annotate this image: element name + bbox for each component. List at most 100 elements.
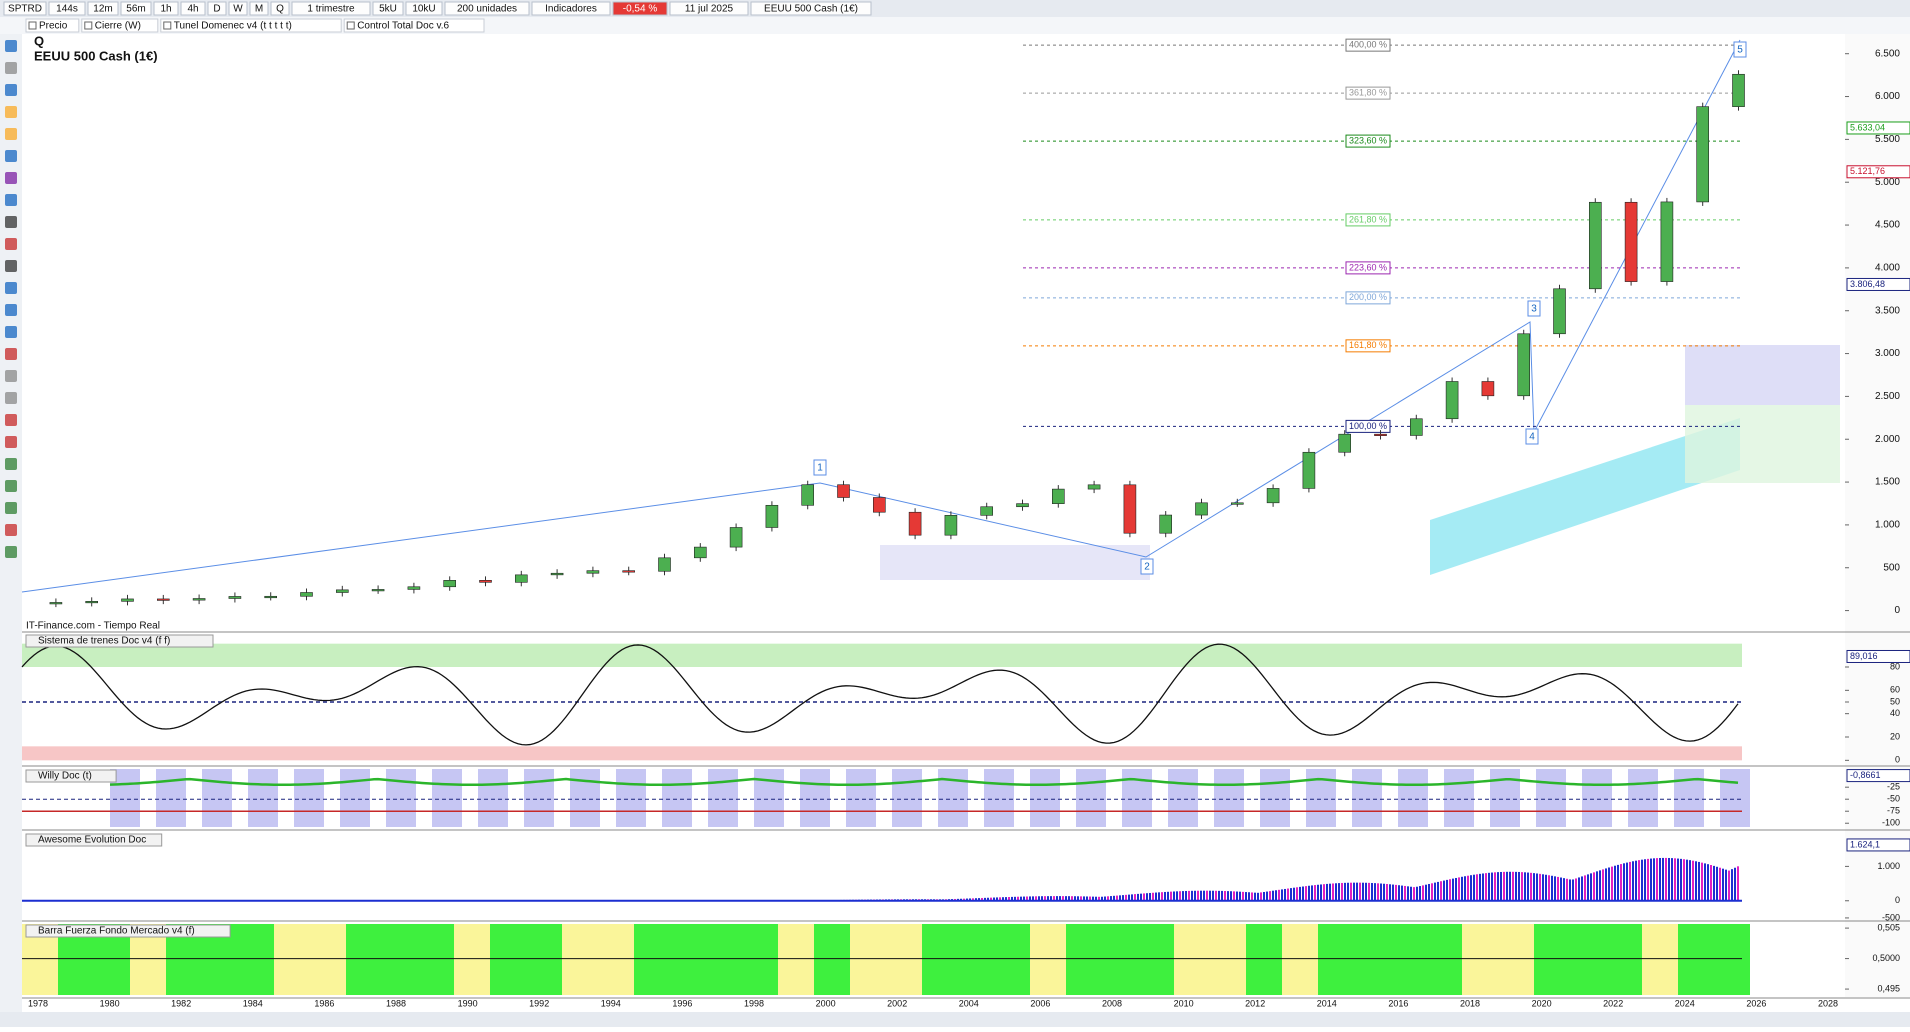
histogram-bar xyxy=(1476,874,1478,900)
histogram-bar xyxy=(1491,873,1493,901)
status-bar xyxy=(0,1012,1910,1027)
tool-icon[interactable] xyxy=(5,84,17,96)
histogram-bar xyxy=(1314,885,1316,901)
histogram-bar xyxy=(1266,892,1268,901)
histogram-bar xyxy=(1542,874,1544,900)
histogram-bar xyxy=(1560,878,1562,901)
histogram-bar xyxy=(1512,872,1514,901)
toolbar-label: 4h xyxy=(187,4,198,15)
y-tick-label: 1.000 xyxy=(1877,861,1900,871)
tool-icon[interactable] xyxy=(5,260,17,272)
shade xyxy=(1398,769,1428,827)
histogram-bar xyxy=(1422,885,1424,900)
shade xyxy=(984,769,1014,827)
histogram-bar xyxy=(1152,893,1154,901)
tool-icon[interactable] xyxy=(5,62,17,74)
tool-icon[interactable] xyxy=(5,238,17,250)
strength-bar xyxy=(598,924,634,995)
tool-icon[interactable] xyxy=(5,216,17,228)
strength-bar xyxy=(1390,924,1426,995)
x-tick-label: 1984 xyxy=(243,998,263,1008)
tool-icon[interactable] xyxy=(5,106,17,118)
tool-icon[interactable] xyxy=(5,128,17,140)
candle xyxy=(444,580,456,586)
legend-checkbox[interactable] xyxy=(29,22,36,29)
histogram-bar xyxy=(1419,886,1421,901)
histogram-bar xyxy=(1470,875,1472,901)
histogram-bar xyxy=(1296,887,1298,900)
histogram-bar xyxy=(1395,885,1397,901)
x-tick-label: 2012 xyxy=(1245,998,1265,1008)
histogram-bar xyxy=(1671,858,1673,901)
shade xyxy=(478,769,508,827)
histogram-bar xyxy=(1596,871,1598,900)
tool-icon[interactable] xyxy=(5,370,17,382)
histogram-bar xyxy=(1251,892,1253,900)
candle xyxy=(730,527,742,547)
tool-icon[interactable] xyxy=(5,480,17,492)
histogram-bar xyxy=(1731,869,1733,901)
y-tick-label: 3.500 xyxy=(1875,305,1900,316)
toolbar-label: Q xyxy=(276,4,284,15)
candle xyxy=(1554,289,1566,334)
histogram-bar xyxy=(1182,891,1184,901)
legend-checkbox[interactable] xyxy=(85,22,92,29)
candle xyxy=(1196,503,1208,515)
strength-bar xyxy=(1714,924,1750,995)
histogram-bar xyxy=(1335,883,1337,900)
histogram-bar xyxy=(1218,891,1220,901)
x-tick-label: 2022 xyxy=(1603,998,1623,1008)
tool-icon[interactable] xyxy=(5,502,17,514)
histogram-bar xyxy=(1338,883,1340,901)
tool-icon[interactable] xyxy=(5,326,17,338)
tool-icon[interactable] xyxy=(5,546,17,558)
tool-icon[interactable] xyxy=(5,348,17,360)
histogram-bar xyxy=(1383,884,1385,901)
strength-bar xyxy=(706,924,742,995)
tool-icon[interactable] xyxy=(5,392,17,404)
histogram-bar xyxy=(1356,883,1358,901)
histogram-bar xyxy=(1710,865,1712,901)
tool-icon[interactable] xyxy=(5,150,17,162)
histogram-bar xyxy=(1698,862,1700,901)
tool-icon[interactable] xyxy=(5,194,17,206)
tool-icon[interactable] xyxy=(5,172,17,184)
symbol: Q xyxy=(34,33,44,48)
toolbar-label: 1h xyxy=(160,4,171,15)
histogram-bar xyxy=(1281,889,1283,900)
tool-icon[interactable] xyxy=(5,304,17,316)
histogram-bar xyxy=(1377,883,1379,900)
histogram-bar xyxy=(1623,863,1625,900)
fib-label: 361,80 % xyxy=(1349,87,1387,97)
price-marker-label: 5.121,76 xyxy=(1850,166,1885,176)
tool-icon[interactable] xyxy=(5,40,17,52)
strength-bar xyxy=(454,924,490,995)
candle xyxy=(480,580,492,582)
y-tick-label: 4.000 xyxy=(1875,263,1900,274)
histogram-bar xyxy=(1479,874,1481,901)
tool-icon[interactable] xyxy=(5,524,17,536)
histogram-bar xyxy=(1284,889,1286,901)
histogram-bar xyxy=(1548,875,1550,901)
tool-icon[interactable] xyxy=(5,436,17,448)
tool-icon[interactable] xyxy=(5,458,17,470)
histogram-bar xyxy=(1665,858,1667,901)
shade xyxy=(248,769,278,827)
histogram-bar xyxy=(1578,877,1580,900)
histogram-bar xyxy=(1239,892,1241,901)
candle xyxy=(193,599,205,601)
histogram-bar xyxy=(1626,863,1628,901)
tool-icon[interactable] xyxy=(5,414,17,426)
histogram-bar xyxy=(1647,859,1649,901)
wave-label: 2 xyxy=(1144,562,1150,573)
shade xyxy=(846,769,876,827)
histogram-bar xyxy=(1302,886,1304,900)
x-tick-label: 2006 xyxy=(1030,998,1050,1008)
toolbar-label: EEUU 500 Cash (1€) xyxy=(764,4,858,15)
tool-icon[interactable] xyxy=(5,282,17,294)
legend-checkbox[interactable] xyxy=(347,22,354,29)
data-source: IT-Finance.com - Tiempo Real xyxy=(26,621,160,632)
legend-checkbox[interactable] xyxy=(164,22,171,29)
x-tick-label: 2026 xyxy=(1746,998,1766,1008)
histogram-bar xyxy=(1398,885,1400,901)
